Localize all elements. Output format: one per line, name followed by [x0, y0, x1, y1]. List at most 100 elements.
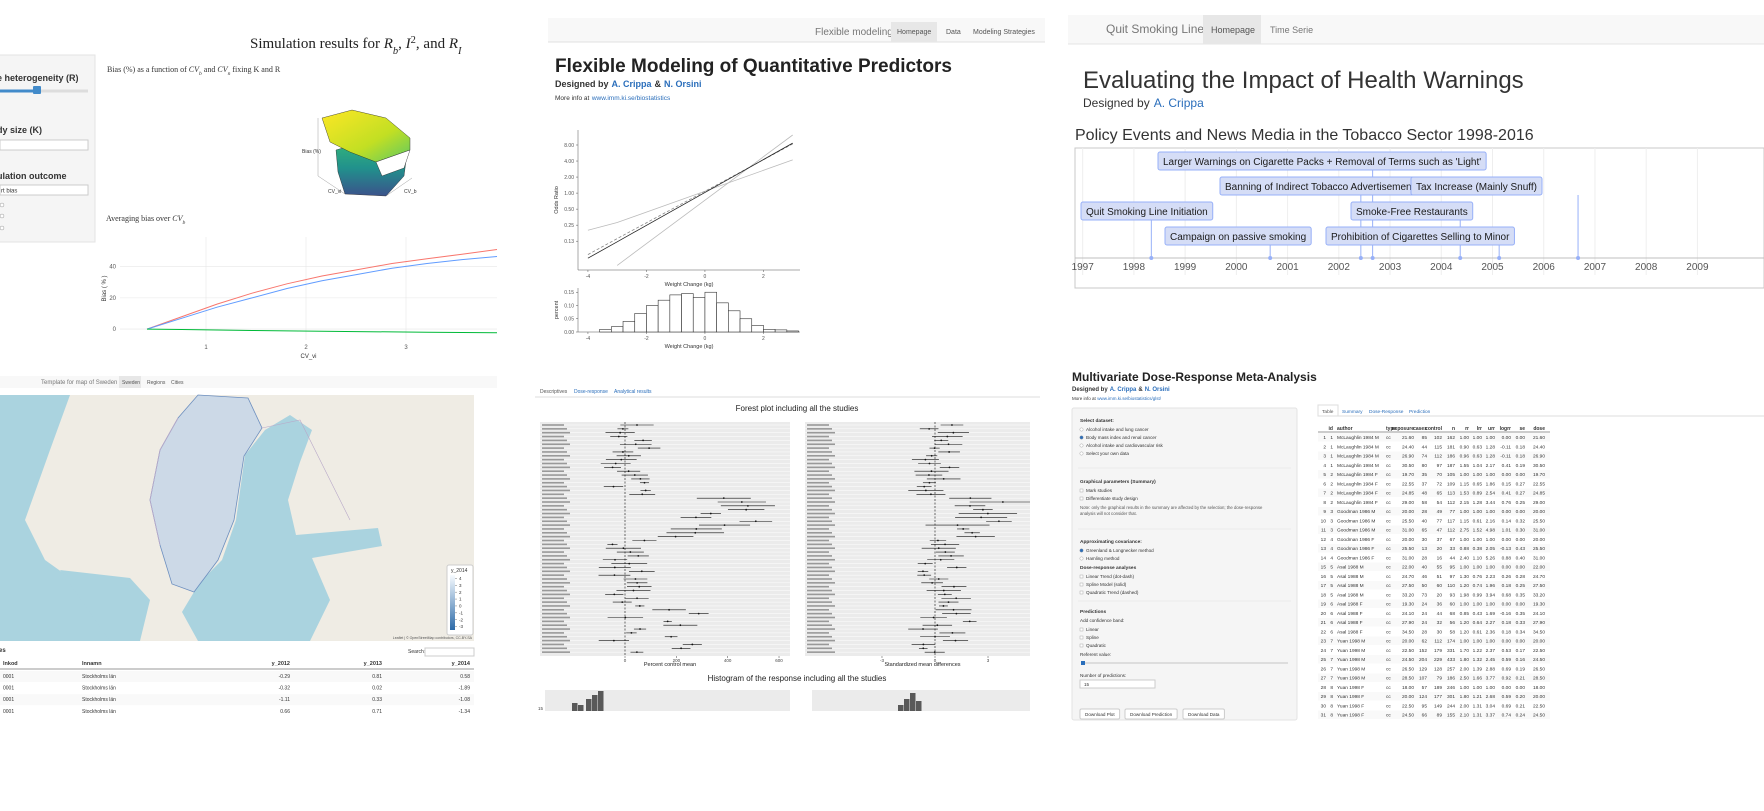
tab[interactable]: Prediction: [1409, 409, 1431, 415]
event-label[interactable]: Larger Warnings on Cigarette Packs + Rem…: [1163, 157, 1481, 168]
select-box[interactable]: [0, 139, 89, 151]
button[interactable]: [1124, 708, 1178, 720]
checkbox[interactable]: [1079, 488, 1084, 493]
table-cell: 0.34: [1516, 629, 1526, 635]
nav-item[interactable]: Regions: [147, 380, 166, 386]
table-cell: cc: [1386, 482, 1391, 487]
button[interactable]: [1182, 708, 1225, 720]
radio[interactable]: [1079, 427, 1084, 432]
event-box[interactable]: [1410, 176, 1543, 196]
checkbox[interactable]: [1079, 582, 1084, 587]
link[interactable]: A. Crippa: [1110, 387, 1137, 393]
option-label[interactable]: Body mass index and renal cancer: [1086, 435, 1157, 440]
event-dot: [1149, 256, 1154, 260]
column-header[interactable]: lnnamn: [82, 661, 102, 667]
estimate: [637, 555, 640, 557]
option-label[interactable]: Greenland & Longnecker method: [1086, 548, 1154, 553]
tab[interactable]: Table: [1322, 409, 1334, 415]
event-label[interactable]: Quit Smoking Line Initiation: [1086, 207, 1208, 218]
option-label[interactable]: Linear: [1086, 627, 1099, 632]
text-part: and: [202, 65, 218, 74]
radio[interactable]: [1079, 451, 1084, 456]
nav-item[interactable]: Homepage: [1211, 25, 1255, 35]
x-axis-label: Standardized mean differences: [884, 662, 960, 668]
radio[interactable]: [0, 202, 5, 208]
option-label[interactable]: Spline Model (solid): [1086, 582, 1127, 587]
slider-handle[interactable]: [1081, 661, 1085, 665]
checkbox[interactable]: [1079, 574, 1084, 579]
checkbox[interactable]: [1079, 643, 1084, 648]
nav-item[interactable]: Modeling Strategies: [973, 29, 1035, 36]
option-label[interactable]: Quadratic Trend (dashed): [1086, 590, 1139, 595]
column-header[interactable]: y_2014: [452, 661, 471, 667]
radio[interactable]: [1079, 435, 1084, 440]
tab[interactable]: Dose-Response: [1369, 409, 1404, 415]
link[interactable]: A. Crippa: [1154, 96, 1204, 110]
nav-item[interactable]: Data: [946, 29, 961, 36]
event-box[interactable]: [1157, 151, 1487, 171]
search-input[interactable]: [424, 647, 475, 657]
option-label[interactable]: Alcohol intake and lung cancer: [1086, 427, 1149, 432]
event-label[interactable]: Campaign on passive smoking: [1170, 232, 1306, 243]
nav-item[interactable]: Time Serie: [1270, 25, 1313, 35]
table-cell: 1.20: [1460, 629, 1470, 635]
event-label[interactable]: Prohibition of Cigarettes Selling to Min…: [1331, 232, 1510, 243]
option-label[interactable]: Linear Trend (dot-dash): [1086, 574, 1134, 579]
option-label[interactable]: Mark studies: [1086, 488, 1113, 493]
event-box[interactable]: [1080, 201, 1214, 221]
number-input[interactable]: [1079, 679, 1156, 689]
checkbox[interactable]: [1079, 590, 1084, 595]
nav-item[interactable]: Homepage: [897, 29, 931, 36]
event-label[interactable]: Smoke-Free Restaurants: [1356, 207, 1468, 218]
button-label[interactable]: Download Prediction: [1130, 712, 1173, 717]
radio[interactable]: [0, 225, 5, 231]
text-part: CV: [189, 65, 200, 74]
event-box[interactable]: [1164, 226, 1312, 246]
button-label[interactable]: Download Data: [1188, 712, 1220, 717]
checkbox[interactable]: [1079, 627, 1084, 632]
checkbox[interactable]: [1079, 496, 1084, 501]
tab[interactable]: Dose-response: [574, 389, 608, 395]
column-header[interactable]: y_2012: [272, 661, 290, 667]
study-label-placeholder: [807, 520, 832, 523]
x-tick-label: -3: [880, 658, 884, 663]
event-label[interactable]: Tax Increase (Mainly Snuff): [1416, 182, 1537, 193]
study-label-placeholder: [807, 516, 829, 519]
brand[interactable]: Quit Smoking Line: [1106, 22, 1204, 36]
estimate: [614, 558, 616, 561]
table-cell: 24.50: [1402, 713, 1414, 719]
link[interactable]: www.imm.ki.se/biostatistics/glst/: [1097, 396, 1162, 401]
option-label[interactable]: Quadratic: [1086, 643, 1107, 648]
radio[interactable]: [0, 213, 5, 219]
brand[interactable]: Flexible modeling: [815, 27, 893, 38]
select-box[interactable]: [0, 184, 89, 196]
nav-item[interactable]: Sweden: [122, 380, 140, 386]
event-box[interactable]: [1350, 201, 1474, 221]
tab[interactable]: Analytical results: [614, 389, 652, 395]
radio[interactable]: [1079, 548, 1084, 553]
column-header[interactable]: lnkod: [3, 661, 18, 667]
button[interactable]: [1079, 708, 1121, 720]
nav-item[interactable]: Cities: [171, 380, 184, 386]
table-cell: 17: [1321, 583, 1327, 589]
option-label[interactable]: Spline: [1086, 635, 1099, 640]
option-label[interactable]: Hamling method: [1086, 556, 1120, 561]
option-label[interactable]: Differentiate study design: [1086, 496, 1138, 501]
tab[interactable]: Summary: [1342, 409, 1363, 415]
link[interactable]: www.imm.ki.se/biostatistics: [591, 95, 671, 102]
checkbox[interactable]: [1079, 635, 1084, 640]
link[interactable]: N. Orsini: [1145, 387, 1170, 393]
column-header[interactable]: y_2013: [364, 661, 382, 667]
radio[interactable]: [1079, 556, 1084, 561]
event-label[interactable]: Banning of Indirect Tobacco Advertisemen…: [1225, 182, 1419, 193]
link[interactable]: A. Crippa: [612, 79, 653, 89]
link[interactable]: N. Orsini: [664, 79, 702, 89]
nav-active: [1203, 15, 1261, 44]
button-label[interactable]: Download Plot: [1085, 712, 1115, 717]
radio[interactable]: [1079, 443, 1084, 448]
event-box[interactable]: [1325, 226, 1515, 246]
x-tick-label: -2: [644, 336, 649, 342]
option-label[interactable]: Alcohol intake and cardiovascular risk: [1086, 443, 1164, 448]
tab[interactable]: Descriptives: [540, 389, 568, 395]
option-label[interactable]: Select your own data: [1086, 451, 1129, 456]
